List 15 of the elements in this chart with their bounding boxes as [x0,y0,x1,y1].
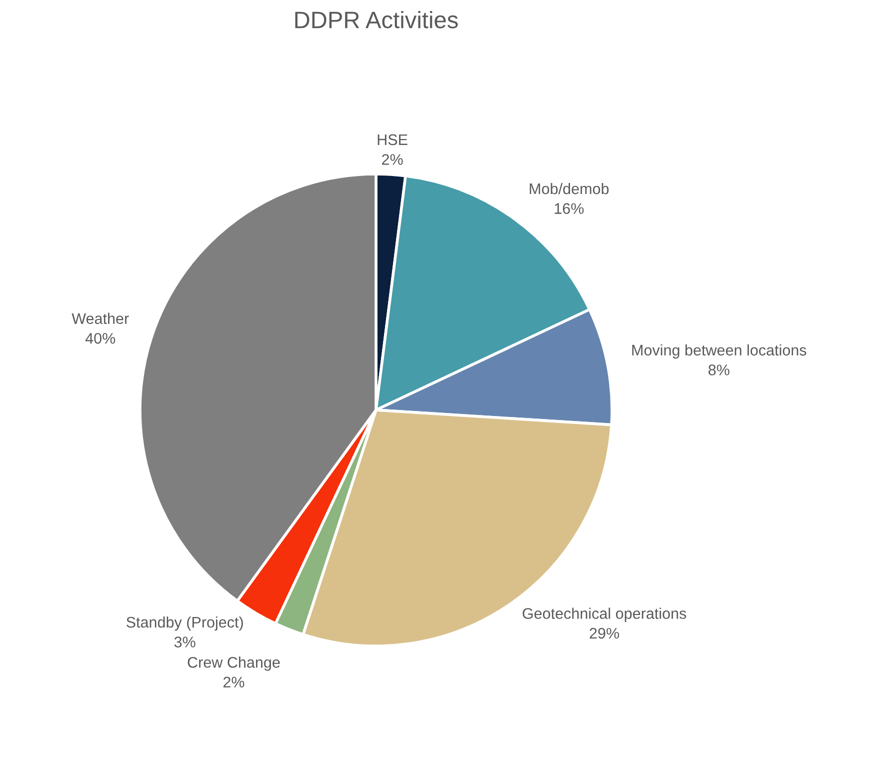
slice-label: Crew Change [188,656,280,671]
data-label: 3% [174,636,196,648]
chart-title: DDPR Activities [295,10,458,28]
slice-label: Mob/demob [530,182,609,194]
data-label: 40% [85,332,116,344]
slice-label: Weather [72,312,129,324]
slice-label: Geotechnical operations [522,608,686,622]
data-label: 29% [590,628,620,639]
data-label: 16% [554,203,584,214]
data-label: 8% [708,364,730,376]
slice-label: HSE [378,134,408,146]
slice-label: Standby (Project) [126,616,243,631]
slice-label: Moving between locations [632,344,806,359]
data-label: 2% [382,154,403,165]
data-label: 2% [223,676,244,688]
